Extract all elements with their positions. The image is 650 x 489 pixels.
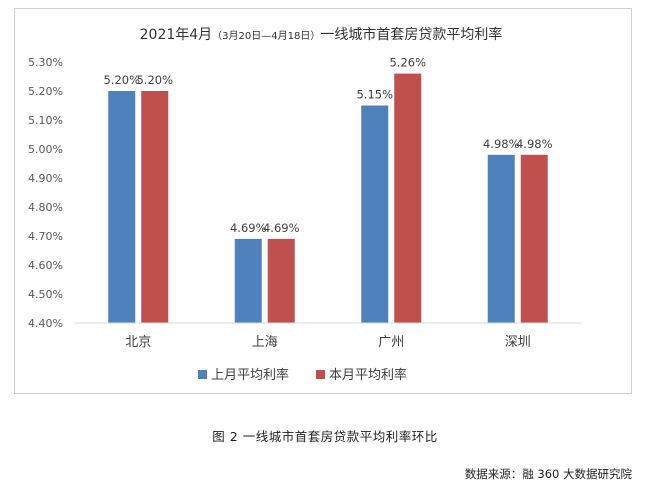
bar (394, 73, 422, 323)
legend-label: 上月平均利率 (211, 367, 289, 383)
data-source: 数据来源：融 360 大数据研究院 (464, 467, 632, 481)
data-label: 4.69% (263, 221, 300, 235)
y-axis: 4.40% 4.50% 4.60% 4.70% 4.80% 4.90% 5.00% 5.10%… (28, 56, 63, 330)
legend-label: 本月平均利率 (329, 367, 407, 383)
y-tick-label: 4.70% (28, 230, 63, 243)
y-tick-label: 4.90% (28, 172, 63, 185)
bar (361, 105, 389, 323)
x-axis: 北京 上海 广州 深圳 (75, 322, 581, 350)
bar (234, 238, 262, 323)
x-category-label: 北京 (125, 335, 151, 350)
legend-swatch (198, 370, 207, 379)
bar (520, 154, 548, 323)
data-label: 4.98% (483, 137, 520, 151)
chart-title-main-right: 一线城市首套房贷款平均利率 (320, 26, 502, 43)
bar (487, 154, 515, 323)
data-label: 5.26% (389, 56, 426, 70)
bar (141, 91, 169, 323)
y-tick-label: 5.20% (28, 85, 63, 98)
y-tick-label: 4.50% (28, 288, 63, 301)
data-label: 5.20% (136, 73, 173, 87)
bars (108, 73, 548, 323)
x-category-label: 上海 (252, 335, 278, 350)
y-tick-label: 4.60% (28, 259, 63, 272)
data-label: 4.98% (516, 137, 553, 151)
data-label: 4.69% (230, 221, 267, 235)
chart-title-sub: （3月20日—4月18日） (212, 30, 320, 42)
y-tick-label: 5.10% (28, 114, 63, 127)
figure-caption: 图 2 一线城市首套房贷款平均利率环比 (212, 429, 438, 444)
legend-swatch (316, 370, 325, 379)
chart-svg: 2021年4月（3月20日—4月18日）一线城市首套房贷款平均利率 4.40%4… (28, 26, 581, 383)
x-category-label: 广州 (378, 335, 404, 350)
y-tick-label: 4.40% (28, 317, 63, 330)
bar (267, 238, 295, 323)
data-label: 5.15% (356, 88, 393, 102)
chart-title: 2021年4月（3月20日—4月18日）一线城市首套房贷款平均利率 (140, 26, 503, 43)
y-tick-label: 5.00% (28, 143, 63, 156)
data-label: 5.20% (103, 73, 140, 87)
bar (108, 91, 136, 323)
chart-frame: 2021年4月（3月20日—4月18日）一线城市首套房贷款平均利率 4.40% 4… (14, 8, 632, 394)
chart-title-main-left: 2021年4月 (140, 27, 213, 43)
y-tick-label: 4.80% (28, 201, 63, 214)
data-labels: 5.20%5.20% 4.69%4.69% 5.15% 5.26% 4.98%4.98% (103, 56, 552, 235)
x-category-label: 深圳 (505, 335, 531, 350)
legend: 上月平均利率 本月平均利率 (198, 367, 407, 383)
y-tick-label: 5.30% (28, 56, 63, 69)
